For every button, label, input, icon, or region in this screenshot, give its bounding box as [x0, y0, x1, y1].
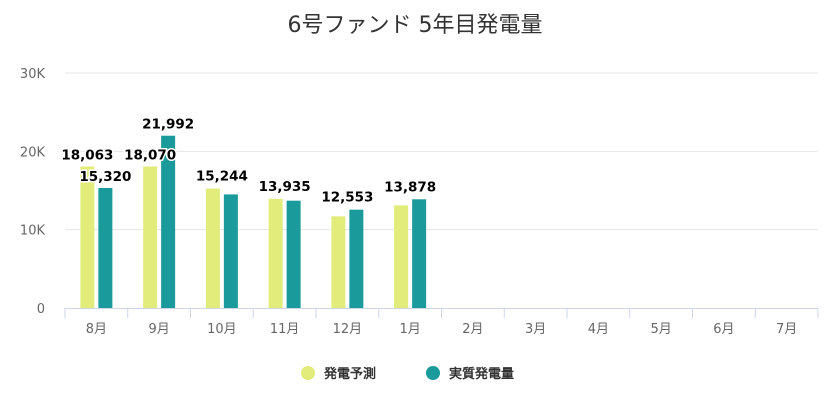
- data-label: 12,553: [321, 190, 373, 206]
- bar[interactable]: [268, 198, 283, 308]
- data-label: 18,063: [61, 148, 113, 164]
- x-tick-label: 12月: [333, 322, 363, 337]
- bar[interactable]: [412, 199, 427, 308]
- data-labels: 18,063 15,320 18,070 21,992 15,244 13,935 12,5…: [60, 115, 438, 207]
- data-label: 15,244: [196, 169, 248, 185]
- bar[interactable]: [223, 194, 238, 308]
- legend-marker: [426, 366, 440, 380]
- x-tick-label: 2月: [462, 322, 483, 337]
- x-tick-label: 5月: [650, 322, 671, 337]
- legend-marker: [301, 366, 315, 380]
- legend-item[interactable]: 発電予測: [301, 366, 376, 382]
- y-tick-label: 0: [37, 302, 45, 317]
- data-label: 13,935: [259, 179, 311, 195]
- bar[interactable]: [205, 188, 220, 308]
- y-tick-label: 20K: [20, 145, 46, 160]
- bar[interactable]: [143, 166, 158, 308]
- x-tick-label: 4月: [588, 322, 609, 337]
- bars: [80, 135, 427, 308]
- bar[interactable]: [394, 205, 409, 308]
- y-tick-label: 10K: [20, 224, 46, 239]
- x-tick-label: 9月: [148, 322, 169, 337]
- x-tick-label: 6月: [713, 322, 734, 337]
- data-label: 21,992: [142, 117, 194, 133]
- x-tick-label: 7月: [776, 322, 797, 337]
- x-tick-label: 1月: [399, 322, 420, 337]
- bar[interactable]: [349, 209, 364, 308]
- data-label: 18,070: [124, 147, 176, 163]
- bar[interactable]: [331, 216, 346, 308]
- bar[interactable]: [80, 166, 95, 308]
- y-axis: 0 10K 20K 30K: [20, 67, 46, 317]
- grid-lines: [65, 72, 818, 231]
- x-tick-label: 10月: [207, 322, 237, 337]
- data-label: 15,320: [79, 169, 131, 185]
- bar[interactable]: [98, 187, 113, 308]
- legend[interactable]: 発電予測 実質発電量: [301, 366, 514, 382]
- x-axis: 8月 9月 10月 11月 12月 1月 2月 3月 4月 5月 6月 7月: [64, 308, 819, 337]
- x-tick-label: 11月: [270, 322, 300, 337]
- legend-label: 実質発電量: [449, 366, 514, 382]
- data-label: 13,878: [384, 179, 436, 195]
- x-tick-label: 8月: [86, 322, 107, 337]
- bar[interactable]: [161, 135, 176, 308]
- legend-item[interactable]: 実質発電量: [426, 366, 514, 382]
- x-tick-label: 3月: [525, 322, 546, 337]
- legend-label: 発電予測: [323, 366, 376, 382]
- bar[interactable]: [286, 200, 301, 308]
- y-tick-label: 30K: [20, 67, 46, 82]
- chart-title: 6号ファンド 5年目発電量: [288, 13, 543, 38]
